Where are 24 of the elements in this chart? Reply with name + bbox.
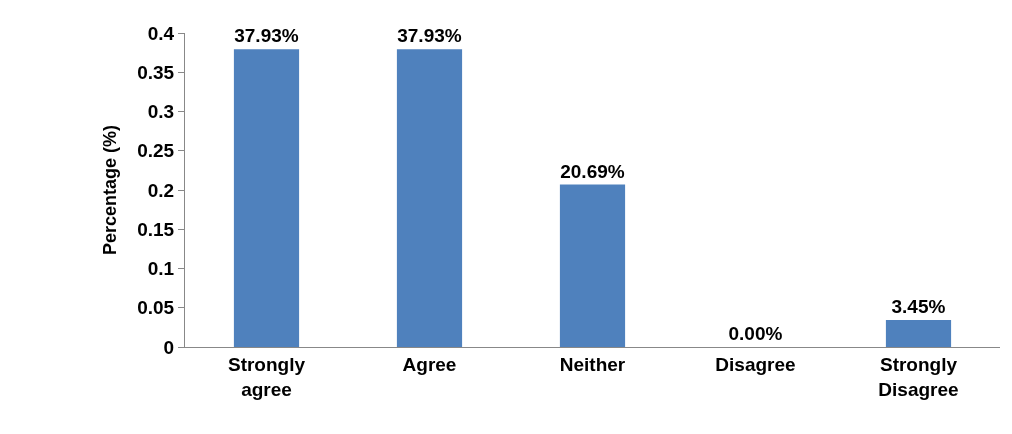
bar (885, 319, 952, 347)
y-tick-label: 0.2 (147, 179, 175, 201)
x-tick-label: Neither (559, 353, 626, 375)
y-tick-label: 0.15 (137, 218, 175, 240)
bar (396, 49, 463, 347)
y-tick-label: 0.1 (147, 258, 175, 280)
data-label: 0.00% (728, 323, 783, 344)
data-label: 3.45% (891, 295, 946, 317)
y-tick-label: 0.35 (137, 61, 175, 83)
y-tick-label: 0.05 (137, 297, 175, 319)
bar (559, 184, 626, 347)
x-tick-label: Strongly agree (227, 353, 306, 400)
y-axis-title: Percentage (%) (100, 124, 121, 256)
data-label: 20.69% (560, 160, 625, 182)
y-tick-label: 0.3 (147, 101, 175, 123)
data-label: 37.93% (234, 25, 299, 47)
data-label: 37.93% (397, 25, 462, 47)
bar (233, 49, 300, 347)
y-tick-label: 0.4 (147, 22, 175, 44)
x-tick-label: Strongly Disagree (878, 353, 959, 400)
x-tick-label: Agree (402, 353, 457, 375)
y-tick-label: 0.25 (137, 140, 175, 162)
y-tick-label: 0 (163, 336, 175, 358)
x-tick-label: Disagree (715, 353, 796, 375)
